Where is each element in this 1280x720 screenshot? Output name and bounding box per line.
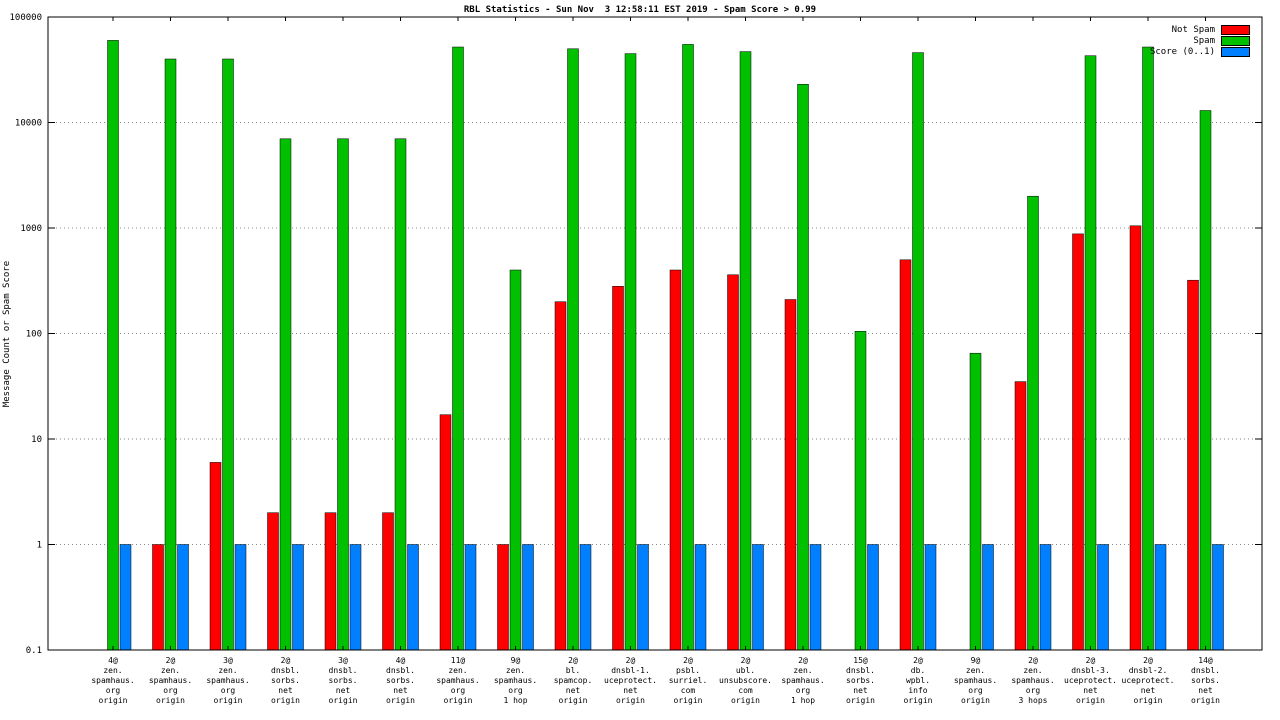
x-tick-label: 14@ dnsbl. sorbs. net origin [1191,656,1220,705]
x-tick-label: 2@ psbl. surriel. com origin [669,656,708,705]
legend-item-score-0-1: Score (0..1) [1150,47,1250,57]
bar-spam [682,44,694,651]
bar-score-0-1 [407,544,419,651]
bar-spam [337,138,349,651]
x-tick-label: 2@ dnsbl. sorbs. net origin [271,656,300,705]
bar-not-spam [727,274,739,651]
bar-score-0-1 [637,544,649,651]
x-tick-label: 4@ zen. spamhaus. org origin [91,656,134,705]
bar-score-0-1 [579,544,592,651]
x-tick-label: 2@ bl. spamcop. net origin [554,656,593,705]
bar-spam [1084,55,1097,651]
bar-spam [164,58,177,651]
x-tick-label: 9@ zen. spamhaus. org 1 hop [494,656,537,705]
bar-score-0-1 [809,544,822,651]
bar-spam [1199,110,1212,651]
legend-swatch-not-spam [1221,25,1250,35]
bar-not-spam [554,301,567,651]
x-tick-label: 2@ zen. spamhaus. org 1 hop [781,656,824,705]
legend: Not Spam Spam Score (0..1) [1150,25,1250,58]
bar-score-0-1 [752,544,764,651]
bar-score-0-1 [1154,544,1167,651]
legend-label: Score (0..1) [1149,47,1215,57]
bar-not-spam [1187,279,1199,651]
bar-not-spam [1072,233,1084,651]
y-tick-label: 1 [37,541,42,551]
x-tick-label: 2@ zen. spamhaus. org 3 hops [1011,656,1054,705]
x-tick-label: 2@ dnsbl-3. uceprotect. net origin [1064,656,1117,705]
x-tick-label: 3@ zen. spamhaus. org origin [206,656,249,705]
y-tick-label: 10 [31,435,42,445]
bar-spam [509,269,522,651]
bar-not-spam [899,259,912,651]
legend-item-not-spam: Not Spam [1150,25,1250,35]
bar-spam [1027,195,1039,651]
bar-not-spam [784,299,797,651]
bar-not-spam [382,512,394,651]
x-tick-label: 9@ zen. spamhaus. org origin [954,656,997,705]
x-tick-label: 2@ zen. spamhaus. org origin [149,656,192,705]
bar-not-spam [497,544,509,651]
chart-title: RBL Statistics - Sun Nov 3 12:58:11 EST … [463,5,817,15]
y-tick-label: 100 [26,330,42,340]
bar-spam [394,138,407,651]
bar-spam [912,52,924,651]
x-tick-label: 2@ db. wpbl. info origin [904,656,933,705]
x-tick-label: 15@ dnsbl. sorbs. net origin [846,656,875,705]
bar-spam [222,58,234,651]
bar-spam [969,352,982,651]
bar-not-spam [1129,225,1142,651]
bar-score-0-1 [1212,544,1224,651]
y-tick-label: 100000 [9,13,42,23]
x-tick-label: 11@ zen. spamhaus. org origin [436,656,479,705]
legend-swatch-score-0-1 [1221,47,1250,57]
y-tick-label: 1000 [20,224,42,234]
bar-spam [452,46,464,651]
bar-spam [1142,46,1154,651]
legend-swatch-spam [1221,36,1250,46]
bar-score-0-1 [349,544,362,651]
bar-not-spam [267,512,279,651]
bar-spam [624,53,637,651]
bar-score-0-1 [464,544,477,651]
bar-score-0-1 [867,544,879,651]
bar-score-0-1 [522,544,534,651]
bar-score-0-1 [1097,544,1109,651]
bar-not-spam [439,414,452,651]
x-tick-label: 4@ dnsbl. sorbs. net origin [386,656,415,705]
bar-not-spam [669,269,682,651]
x-tick-label: 2@ dnsbl-1. uceprotect. net origin [604,656,657,705]
bar-score-0-1 [1039,544,1052,651]
bar-spam [279,138,292,651]
x-tick-label: 2@ dnsbl-2. uceprotect. net origin [1122,656,1175,705]
bar-not-spam [612,286,624,651]
x-tick-label: 3@ dnsbl. sorbs. net origin [329,656,358,705]
bar-not-spam [152,544,164,651]
bar-spam [739,51,752,651]
legend-item-spam: Spam [1150,36,1250,46]
bar-score-0-1 [924,544,937,651]
bar-spam [107,40,119,651]
bar-not-spam [209,462,222,651]
bar-not-spam [1014,381,1027,651]
y-tick-label: 0.1 [26,646,42,656]
bar-score-0-1 [119,544,132,651]
legend-label: Spam [1193,36,1215,46]
bar-score-0-1 [694,544,707,651]
bar-score-0-1 [234,544,247,651]
bar-spam [567,48,579,651]
x-tick-label: 2@ ubl. unsubscore. com origin [719,656,772,705]
bar-score-0-1 [177,544,189,651]
bar-spam [854,331,867,651]
bar-score-0-1 [982,544,994,651]
bar-score-0-1 [292,544,304,651]
legend-label: Not Spam [1171,25,1215,35]
bar-spam [797,84,809,651]
bar-not-spam [324,512,337,651]
y-tick-label: 10000 [15,119,42,129]
